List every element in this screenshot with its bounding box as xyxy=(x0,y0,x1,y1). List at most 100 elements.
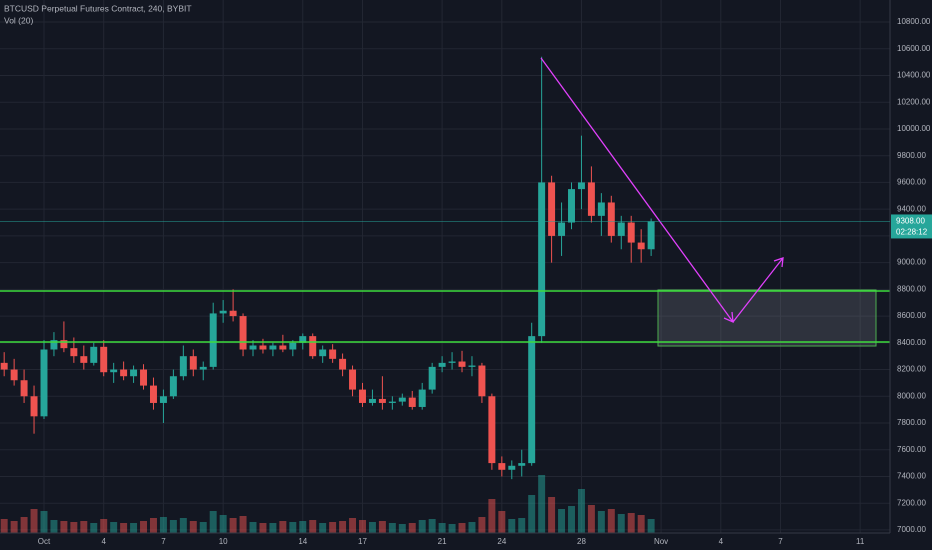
y-tick-label: 8400.00 xyxy=(897,338,926,347)
candle-body xyxy=(349,369,357,390)
volume-bar xyxy=(607,509,615,533)
volume-bar xyxy=(408,523,416,533)
volume-bar xyxy=(617,514,625,533)
last-price-badge xyxy=(891,214,932,239)
volume-bar xyxy=(359,520,366,533)
volume-bar xyxy=(498,511,506,533)
candle-body xyxy=(60,340,68,349)
candle-body xyxy=(0,362,8,370)
candle-body xyxy=(80,356,88,363)
y-tick-label: 7800.00 xyxy=(897,418,926,427)
volume-bar xyxy=(597,511,605,533)
candle-body xyxy=(568,189,575,223)
volume-bar xyxy=(508,519,516,533)
volume-bar xyxy=(309,520,317,533)
candle-body xyxy=(309,336,317,357)
x-tick-label: 24 xyxy=(497,537,506,546)
candle-body xyxy=(647,221,655,250)
volume-bar xyxy=(558,509,566,533)
grid xyxy=(0,0,890,533)
volume-bar xyxy=(538,475,546,533)
candle-body xyxy=(189,356,197,370)
candle-body xyxy=(100,346,108,373)
volume-bar xyxy=(478,517,486,533)
x-tick-label: 14 xyxy=(298,537,307,546)
candle-body xyxy=(597,202,605,216)
volume-bar xyxy=(10,521,18,533)
candle-body xyxy=(169,376,177,397)
volume-bar xyxy=(438,523,446,533)
volume-bar xyxy=(319,523,327,533)
candle-body xyxy=(627,222,635,243)
volume-pane xyxy=(0,475,655,533)
x-tick-label: Nov xyxy=(654,537,668,546)
x-tick-label: 17 xyxy=(358,537,367,546)
candle-body xyxy=(339,358,347,370)
volume-bar xyxy=(90,523,98,533)
candle-body xyxy=(259,345,267,350)
y-tick-label: 9000.00 xyxy=(897,258,926,267)
candle-body xyxy=(428,366,436,390)
indicator-label: Vol (20) xyxy=(4,15,33,25)
volume-bar xyxy=(339,521,347,533)
volume-bar xyxy=(259,523,267,533)
candle-body xyxy=(538,182,546,337)
volume-bar xyxy=(329,522,337,533)
drawings xyxy=(0,57,890,347)
candle-body xyxy=(120,369,128,377)
candle-body xyxy=(577,182,585,190)
volume-bar xyxy=(30,509,38,533)
volume-bar xyxy=(189,521,197,533)
volume-bar xyxy=(70,522,78,533)
y-tick-label: 7400.00 xyxy=(897,472,926,481)
candle-body xyxy=(199,366,207,370)
arrow-down xyxy=(540,57,734,323)
candle-body xyxy=(637,242,645,250)
volume-bar xyxy=(130,523,138,533)
arrow-up xyxy=(732,257,784,323)
y-tick-label: 10600.00 xyxy=(897,44,931,53)
volume-bar xyxy=(249,522,257,533)
candle-body xyxy=(289,342,297,350)
y-tick-label: 8800.00 xyxy=(897,284,926,293)
volume-bar xyxy=(100,519,108,533)
y-tick-label: 10000.00 xyxy=(897,124,931,133)
volume-bar xyxy=(40,511,48,533)
candle-body xyxy=(448,361,456,363)
volume-bar xyxy=(418,520,426,533)
candle-body xyxy=(40,349,48,417)
x-tick-label: 28 xyxy=(577,537,586,546)
y-tick-label: 10800.00 xyxy=(897,17,931,26)
volume-bar xyxy=(299,521,307,533)
candle-body xyxy=(299,336,307,343)
volume-bar xyxy=(488,499,496,533)
candle-body xyxy=(179,356,187,377)
candle-body xyxy=(438,362,446,367)
candle-body xyxy=(130,369,138,377)
candle-body xyxy=(10,369,18,381)
x-tick-label: 7 xyxy=(778,537,783,546)
y-tick-label: 8000.00 xyxy=(897,391,926,400)
candle-body xyxy=(269,345,277,350)
volume-bar xyxy=(368,522,376,533)
volume-bar xyxy=(169,520,177,533)
x-tick-label: 4 xyxy=(101,537,106,546)
y-tick-label: 7600.00 xyxy=(897,445,926,454)
volume-bar xyxy=(269,523,277,533)
candle-body xyxy=(398,397,406,402)
candle-body xyxy=(508,465,516,470)
candle-body xyxy=(219,310,227,314)
candle-body xyxy=(378,398,386,403)
volume-bar xyxy=(60,521,68,533)
volume-bar xyxy=(110,522,118,533)
volume-bar xyxy=(120,523,128,533)
candle-body xyxy=(528,336,536,464)
volume-bar xyxy=(587,505,595,533)
volume-bar xyxy=(528,495,536,533)
volume-bar xyxy=(80,521,88,533)
y-tick-label: 9800.00 xyxy=(897,151,926,160)
candle-body xyxy=(368,398,376,403)
volume-bar xyxy=(647,519,655,533)
